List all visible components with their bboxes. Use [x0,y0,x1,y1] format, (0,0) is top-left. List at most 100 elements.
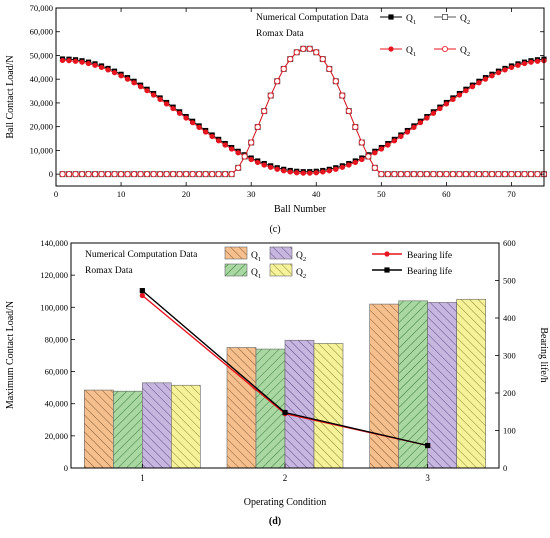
panel-c-point [443,171,450,178]
panel-c-point [196,124,202,130]
panel-d-y2tick-label: 300 [503,351,516,361]
panel-c-point [352,124,359,131]
panel-c-point [391,171,398,178]
panel-c-point [482,76,489,82]
panel-d-legend-marker [384,251,390,257]
panel-c-point [274,166,280,172]
panel-d-legend-entry: Q1 [251,251,261,263]
panel-c-point [534,171,541,178]
panel-c-point [437,105,443,112]
panel-c-point [164,101,170,107]
panel-d-y2tick-label: 500 [503,276,516,286]
panel-c-xtick-label: 30 [247,189,256,199]
panel-c-ytick-label: 60,000 [30,27,53,37]
panel-c-point [508,171,515,178]
panel-d-legend-entry: Q2 [296,251,306,263]
panel-c-point [98,64,105,71]
panel-c-plot-frame [55,7,545,187]
panel-c-ytick-label: 50,000 [30,50,53,60]
panel-c-series-line [62,58,545,173]
panel-c-point [521,171,528,178]
panel-c-point [235,150,241,156]
panel-c-point [215,171,222,178]
panel-c-ytick-label: 30,000 [30,98,53,108]
panel-c-point [319,56,326,63]
panel-c-point [209,171,216,178]
panel-c-point [92,62,98,68]
panel-c-legend: Numerical Computation Data Romax Data Q1… [256,13,470,58]
panel-d-bar [113,390,143,469]
panel-d-ytick-label: 140,000 [40,238,68,248]
panel-c-legend-marker [441,13,448,20]
panel-d-y2tick-label: 200 [503,388,516,398]
panel-c-point [456,92,463,98]
panel-c-point [111,70,118,76]
panel-c-point [514,171,521,178]
panel-c-point [430,110,436,116]
panel-c-ylabel: Ball Contact Load/N [5,55,16,138]
panel-c-point [248,139,255,146]
panel-d-life-point [425,442,431,449]
panel-c-point [333,166,339,172]
panel-c-point [469,171,476,178]
panel-c-point [261,108,268,115]
panel-c-point [111,171,118,178]
panel-c-point [430,171,437,178]
panel-d-ytick-label: 60,000 [45,367,68,377]
panel-c-point [137,84,144,90]
panel-d-legend-entry: Bearing life [407,266,452,277]
panel-c-legend-group-1: Numerical Computation Data [256,13,369,23]
panel-d-bar [284,339,315,469]
panel-c-ytick-label: 70,000 [30,3,53,13]
panel-d-y2tick-label: 600 [503,238,516,248]
panel-c: 0 10,000 20,000 30,000 40,000 50,000 60,000 70,… [5,3,548,235]
panel-c-legend-group-2: Romax Data [256,29,305,39]
panel-c-point [378,171,385,178]
panel-d-ytick-label: 100,000 [40,302,68,312]
panel-c-point [85,60,92,67]
panel-d-legend-marker [384,267,390,273]
panel-d-legend-swatch [224,246,248,260]
panel-c-point [469,84,476,90]
panel-c-legend-entry: Q2 [460,46,470,58]
panel-c-point [528,59,534,65]
panel-c-point [365,153,372,160]
panel-c-point [306,45,313,52]
panel-d-y2tick-label: 400 [503,313,516,323]
panel-c-point [118,73,124,79]
panel-d-y2label: Bearing life/h [538,327,549,382]
panel-c-xlabel: Ball Number [274,204,327,215]
panel-c-point [371,164,378,171]
panel-c-point [372,150,378,156]
panel-c-point [476,80,482,86]
panel-c-point [124,171,131,178]
panel-c-point [267,92,274,99]
panel-c-point [515,62,521,68]
panel-c-point [92,171,99,178]
panel-d-xtick-label: 3 [425,473,430,483]
panel-c-xtick-label: 10 [117,189,126,199]
panel-d-legend-group-1: Numerical Computation Data [85,250,198,260]
panel-c-point [320,169,326,175]
panel-c-point [521,60,528,67]
panel-c-point [222,142,228,148]
panel-c-point [131,171,138,178]
panel-c-point [294,170,300,176]
panel-c-point [488,171,495,178]
panel-c-point [463,88,469,94]
panel-d-bar [226,347,257,469]
panel-d-life-point [139,292,145,299]
panel-c-xtick-label: 20 [182,189,191,199]
panel-d-bar [427,302,457,469]
panel-c-point [307,170,313,176]
panel-c-label: (c) [269,224,280,235]
panel-c-point [281,168,287,174]
panel-d-ytick-label: 20,000 [45,431,68,441]
panel-c-point [144,171,151,178]
panel-c-point [501,171,508,178]
panel-c-legend-marker [388,14,394,20]
panel-c-point [287,169,293,175]
panel-d: 0 20,000 40,000 60,000 80,000 100,000 120,000 1… [5,238,549,527]
panel-c-point [229,146,235,152]
